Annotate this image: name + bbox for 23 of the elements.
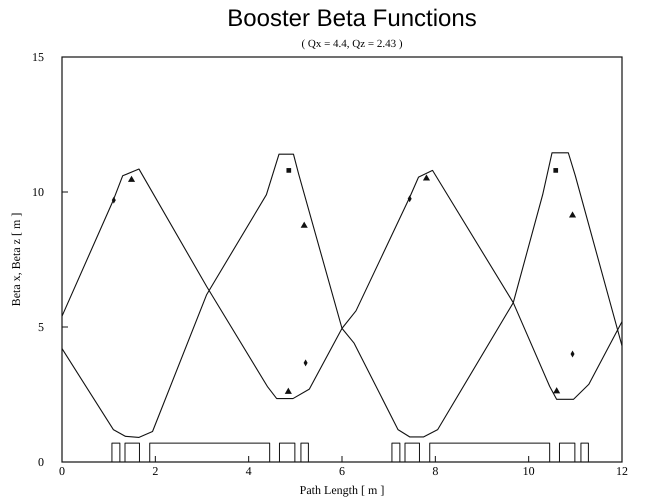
x-tick-label: 10 bbox=[522, 464, 535, 478]
chart-subtitle: ( Qx = 4.4, Qz = 2.43 ) bbox=[301, 38, 403, 50]
point bbox=[568, 211, 576, 218]
y-tick-label: 10 bbox=[32, 185, 44, 199]
x-tick-label: 0 bbox=[59, 464, 65, 478]
point bbox=[128, 176, 136, 182]
x-tick-label: 2 bbox=[152, 464, 158, 478]
x-tick-label: 12 bbox=[616, 464, 628, 478]
point bbox=[300, 222, 308, 228]
point bbox=[553, 168, 558, 173]
y-axis-title: Beta x, Beta z [ m ] bbox=[9, 212, 23, 306]
y-tick-label: 5 bbox=[38, 320, 44, 334]
x-tick-label: 4 bbox=[246, 464, 252, 478]
point bbox=[284, 388, 292, 394]
x-tick-label: 8 bbox=[432, 464, 438, 478]
y-tick-label: 0 bbox=[38, 455, 44, 469]
x-axis-title: Path Length [ m ] bbox=[300, 483, 384, 497]
chart-title: Booster Beta Functions bbox=[227, 5, 477, 32]
point bbox=[553, 387, 560, 394]
x-tick-label: 6 bbox=[339, 464, 345, 478]
point bbox=[286, 168, 292, 173]
point bbox=[422, 174, 430, 181]
y-tick-label: 15 bbox=[32, 50, 44, 64]
